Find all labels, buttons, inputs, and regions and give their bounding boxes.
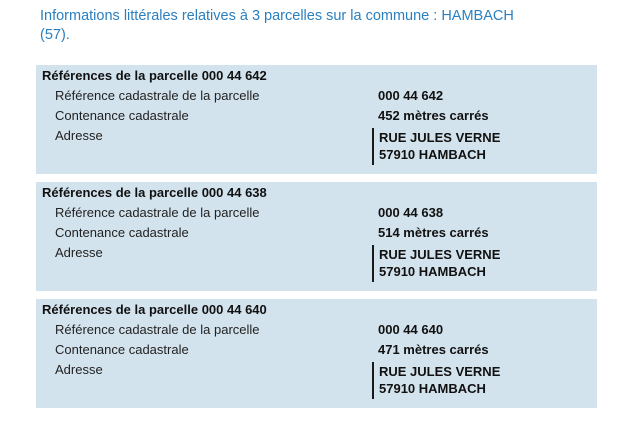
parcel-section-header: Références de la parcelle 000 44 642 xyxy=(42,68,267,83)
contenance-label: Contenance cadastrale xyxy=(55,342,189,357)
row-adresse: Adresse RUE JULES VERNE 57910 HAMBACH xyxy=(36,128,597,165)
reference-label: Référence cadastrale de la parcelle xyxy=(55,322,260,337)
adresse-line-2: 57910 HAMBACH xyxy=(379,264,486,279)
adresse-line-1: RUE JULES VERNE xyxy=(379,247,501,262)
row-adresse: Adresse RUE JULES VERNE 57910 HAMBACH xyxy=(36,362,597,399)
adresse-label: Adresse xyxy=(55,362,103,377)
row-reference-cadastrale: Référence cadastrale de la parcelle 000 … xyxy=(36,205,597,220)
parcel-section-header: Références de la parcelle 000 44 638 xyxy=(42,185,267,200)
adresse-label: Adresse xyxy=(55,245,103,260)
adresse-value: RUE JULES VERNE 57910 HAMBACH xyxy=(372,128,500,165)
row-adresse: Adresse RUE JULES VERNE 57910 HAMBACH xyxy=(36,245,597,282)
reference-value: 000 44 642 xyxy=(378,88,444,103)
row-contenance-cadastrale: Contenance cadastrale 471 mètres carrés xyxy=(36,342,597,357)
parcel-section-2: Références de la parcelle 000 44 638 Réf… xyxy=(36,182,597,291)
row-contenance-cadastrale: Contenance cadastrale 514 mètres carrés xyxy=(36,225,597,240)
reference-label: Référence cadastrale de la parcelle xyxy=(55,88,260,103)
row-reference-cadastrale: Référence cadastrale de la parcelle 000 … xyxy=(36,88,597,103)
row-reference-cadastrale: Référence cadastrale de la parcelle 000 … xyxy=(36,322,597,337)
parcel-sections: Références de la parcelle 000 44 642 Réf… xyxy=(36,65,597,416)
adresse-label: Adresse xyxy=(55,128,103,143)
reference-label: Référence cadastrale de la parcelle xyxy=(55,205,260,220)
reference-value: 000 44 640 xyxy=(378,322,444,337)
adresse-line-1: RUE JULES VERNE xyxy=(379,130,501,145)
adresse-line-1: RUE JULES VERNE xyxy=(379,364,501,379)
adresse-line-2: 57910 HAMBACH xyxy=(379,381,486,396)
parcel-section-1: Références de la parcelle 000 44 642 Réf… xyxy=(36,65,597,174)
parcel-section-3: Références de la parcelle 000 44 640 Réf… xyxy=(36,299,597,408)
contenance-value: 452 mètres carrés xyxy=(378,108,489,123)
contenance-label: Contenance cadastrale xyxy=(55,108,189,123)
contenance-label: Contenance cadastrale xyxy=(55,225,189,240)
adresse-line-2: 57910 HAMBACH xyxy=(379,147,486,162)
adresse-value: RUE JULES VERNE 57910 HAMBACH xyxy=(372,362,500,399)
parcel-section-header: Références de la parcelle 000 44 640 xyxy=(42,302,267,317)
contenance-value: 514 mètres carrés xyxy=(378,225,489,240)
adresse-value: RUE JULES VERNE 57910 HAMBACH xyxy=(372,245,500,282)
page-title: Informations littérales relatives à 3 pa… xyxy=(40,8,514,43)
row-contenance-cadastrale: Contenance cadastrale 452 mètres carrés xyxy=(36,108,597,123)
reference-value: 000 44 638 xyxy=(378,205,444,220)
contenance-value: 471 mètres carrés xyxy=(378,342,489,357)
